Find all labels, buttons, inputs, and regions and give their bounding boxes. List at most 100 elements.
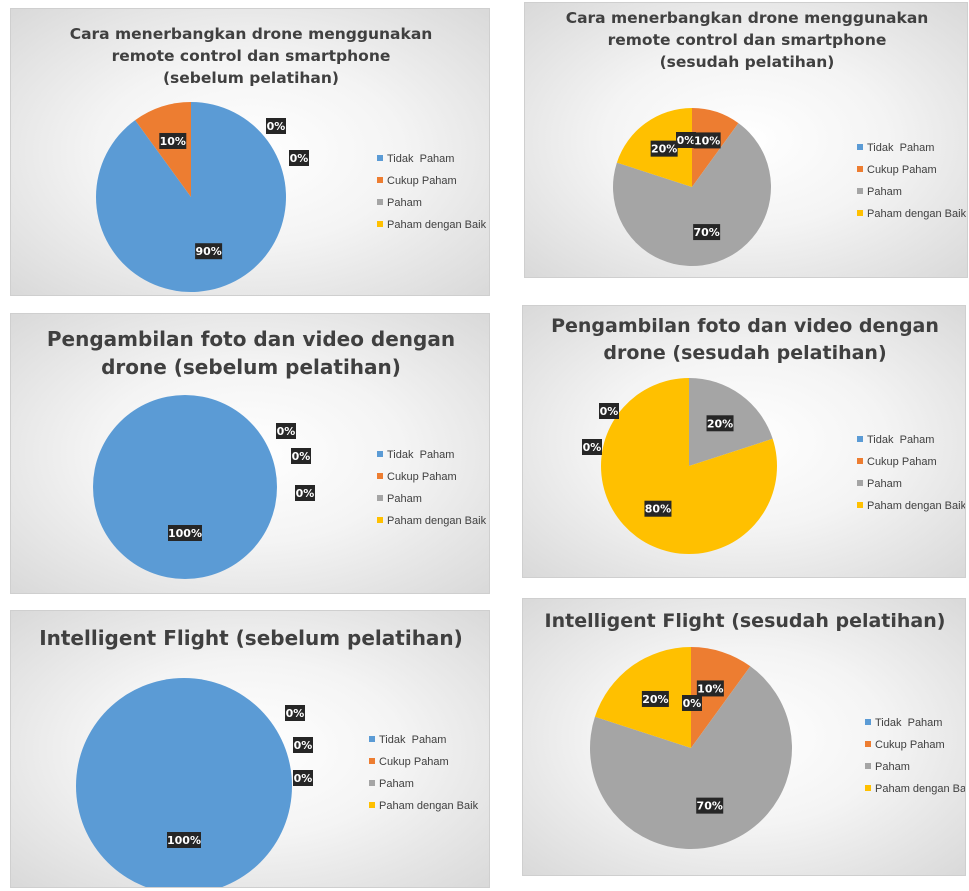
legend-label-tidak-paham: Tidak Paham: [379, 734, 446, 746]
legend-swatch-paham-dengan-baik: [377, 517, 383, 523]
data-label-paham-dengan-baik-box: [650, 140, 678, 157]
data-label-cukup-paham: 10%: [697, 682, 723, 695]
data-label-paham-box: [293, 737, 313, 753]
chart-title-line-1: Cara menerbangkan drone menggunakan: [70, 25, 433, 43]
data-label-paham: 0%: [292, 450, 311, 463]
chart-panel-4: Pengambilan foto dan video dengan drone (…: [522, 305, 966, 578]
data-label-cukup-paham: 0%: [583, 441, 602, 454]
data-label-paham: 20%: [707, 417, 733, 430]
legend-label-tidak-paham: Tidak Paham: [387, 153, 454, 165]
data-label-paham-dengan-baik-box: [293, 770, 313, 786]
legend-swatch-cukup-paham: [377, 177, 383, 183]
legend-swatch-tidak-paham: [377, 451, 383, 457]
legend-label-tidak-paham: Tidak Paham: [867, 142, 934, 154]
legend-label-paham-dengan-baik: Paham dengan Baik: [387, 515, 487, 527]
legend-swatch-paham: [865, 763, 871, 769]
legend-label-paham-dengan-baik: Paham dengan Baik: [867, 208, 967, 220]
data-label-tidak-paham-box: [676, 132, 696, 148]
chart-title-line-2: drone (sesudah pelatihan): [603, 342, 886, 364]
data-label-paham-dengan-baik: 0%: [294, 772, 313, 785]
legend-label-paham: Paham: [387, 197, 422, 209]
legend-swatch-paham: [377, 495, 383, 501]
chart-title-line-1: Intelligent Flight (sesudah pelatihan): [545, 610, 946, 632]
legend-swatch-paham-dengan-baik: [865, 785, 871, 791]
data-label-paham: 0%: [294, 739, 313, 752]
data-label-tidak-paham: 0%: [677, 134, 696, 147]
data-label-paham: 70%: [693, 226, 719, 239]
chart-panel-5: Intelligent Flight (sebelum pelatihan) 10…: [10, 610, 490, 888]
pie-slice-cukup-paham: [691, 647, 751, 748]
data-label-paham-box: [693, 224, 721, 241]
pie-slice-paham: [613, 123, 771, 267]
data-label-paham-box: [266, 118, 286, 134]
data-label-paham-dengan-baik: 0%: [296, 487, 315, 500]
legend-label-paham-dengan-baik: Paham dengan Baik: [387, 219, 487, 231]
data-label-cukup-paham-box: [696, 680, 724, 697]
legend-label-paham-dengan-baik: Paham dengan Baik: [379, 800, 479, 812]
legend-label-tidak-paham: Tidak Paham: [875, 717, 942, 729]
legend-swatch-tidak-paham: [857, 144, 863, 150]
legend-label-paham: Paham: [867, 186, 902, 198]
data-label-cukup-paham-box: [693, 132, 721, 149]
legend-swatch-tidak-paham: [865, 719, 871, 725]
legend-swatch-paham-dengan-baik: [377, 221, 383, 227]
data-label-paham-dengan-baik: 80%: [645, 503, 671, 516]
data-label-paham-dengan-baik-box: [289, 150, 309, 166]
legend-swatch-cukup-paham: [857, 458, 863, 464]
legend-swatch-paham: [857, 188, 863, 194]
chart-title-line-2: remote control dan smartphone: [112, 47, 391, 65]
chart-panel-2: Cara menerbangkan drone menggunakan remot…: [524, 2, 968, 278]
legend-label-paham-dengan-baik: Paham dengan Baik: [875, 783, 966, 795]
data-label-paham-dengan-baik-box: [644, 500, 672, 517]
chart-title-line-1: Cara menerbangkan drone menggunakan: [566, 9, 929, 27]
legend-swatch-tidak-paham: [377, 155, 383, 161]
legend-swatch-tidak-paham: [857, 436, 863, 442]
data-label-tidak-paham-box: [168, 525, 202, 541]
data-label-cukup-paham: 0%: [286, 707, 305, 720]
pie-chart-5: Intelligent Flight (sebelum pelatihan) 10…: [39, 626, 479, 887]
chart-title-line-1: Pengambilan foto dan video dengan: [551, 315, 939, 337]
pie-slice-tidak-paham: [93, 395, 277, 579]
legend-swatch-cukup-paham: [369, 758, 375, 764]
pie-chart-2: Cara menerbangkan drone menggunakan remot…: [566, 9, 967, 267]
chart-title-line-3: (sesudah pelatihan): [660, 53, 835, 71]
data-label-cukup-paham-box: [285, 705, 305, 721]
chart-title-line-1: Intelligent Flight (sebelum pelatihan): [39, 626, 463, 650]
chart-title-line-2: drone (sebelum pelatihan): [101, 355, 401, 379]
legend-label-paham: Paham: [387, 493, 422, 505]
legend-swatch-cukup-paham: [377, 473, 383, 479]
legend-label-cukup-paham: Cukup Paham: [387, 175, 457, 187]
data-label-paham: 0%: [267, 120, 286, 133]
pie-slice-cukup-paham: [135, 102, 191, 197]
data-label-paham-dengan-baik: 20%: [642, 693, 668, 706]
legend-swatch-paham-dengan-baik: [857, 210, 863, 216]
data-label-tidak-paham-box: [682, 695, 702, 711]
chart-panel-3: Pengambilan foto dan video dengan drone (…: [10, 313, 490, 594]
data-label-tidak-paham-box: [167, 832, 201, 848]
pie-slice-tidak-paham: [76, 678, 292, 887]
data-label-paham-dengan-baik: 20%: [651, 143, 677, 156]
legend-label-paham: Paham: [875, 761, 910, 773]
data-label-tidak-paham-box: [195, 243, 223, 260]
legend-swatch-cukup-paham: [865, 741, 871, 747]
pie-chart-1: Cara menerbangkan drone menggunakan remot…: [70, 25, 487, 292]
legend-label-tidak-paham: Tidak Paham: [867, 434, 934, 446]
legend-label-cukup-paham: Cukup Paham: [867, 456, 937, 468]
chart-panel-1: Cara menerbangkan drone menggunakan remot…: [10, 8, 490, 296]
legend-label-tidak-paham: Tidak Paham: [387, 449, 454, 461]
legend-swatch-tidak-paham: [369, 736, 375, 742]
data-label-tidak-paham: 0%: [600, 405, 619, 418]
data-label-cukup-paham-box: [276, 423, 296, 439]
data-label-tidak-paham: 90%: [195, 245, 221, 258]
legend-label-paham-dengan-baik: Paham dengan Baik: [867, 500, 966, 512]
pie-chart-3: Pengambilan foto dan video dengan drone (…: [47, 327, 487, 579]
legend-swatch-paham-dengan-baik: [857, 502, 863, 508]
pie-chart-6: Intelligent Flight (sesudah pelatihan) 0%…: [545, 610, 966, 849]
legend-label-cukup-paham: Cukup Paham: [867, 164, 937, 176]
data-label-cukup-paham: 10%: [160, 135, 186, 148]
legend-swatch-paham: [857, 480, 863, 486]
data-label-tidak-paham: 0%: [683, 697, 702, 710]
legend-label-paham: Paham: [867, 478, 902, 490]
data-label-cukup-paham: 0%: [277, 425, 296, 438]
chart-panel-6: Intelligent Flight (sesudah pelatihan) 0%…: [522, 598, 966, 876]
